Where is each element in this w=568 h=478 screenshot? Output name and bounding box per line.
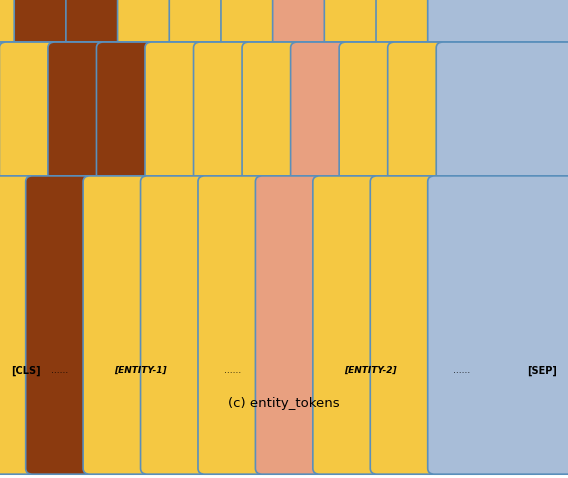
Text: Entity 2: Entity 2 — [385, 232, 425, 242]
Text: ......: ...... — [475, 232, 492, 241]
FancyBboxPatch shape — [26, 176, 255, 474]
FancyBboxPatch shape — [0, 176, 140, 474]
FancyBboxPatch shape — [48, 42, 277, 340]
Text: ......: ...... — [453, 366, 471, 375]
Text: ......: ...... — [36, 232, 53, 241]
FancyBboxPatch shape — [0, 42, 229, 340]
Text: [E2]: [E2] — [300, 232, 322, 242]
FancyBboxPatch shape — [428, 176, 568, 474]
FancyBboxPatch shape — [97, 42, 326, 340]
FancyBboxPatch shape — [140, 176, 370, 474]
Text: [SEP]: [SEP] — [528, 366, 557, 376]
Text: (b) entity_markers: (b) entity_markers — [223, 263, 345, 276]
Text: [CLS]: [CLS] — [11, 366, 40, 376]
FancyBboxPatch shape — [0, 42, 180, 340]
FancyBboxPatch shape — [324, 0, 554, 206]
FancyBboxPatch shape — [256, 176, 485, 474]
FancyBboxPatch shape — [221, 0, 450, 206]
Text: [ENTITY-2]: [ENTITY-2] — [344, 366, 396, 375]
FancyBboxPatch shape — [242, 42, 471, 340]
FancyBboxPatch shape — [339, 42, 568, 340]
FancyBboxPatch shape — [169, 0, 399, 206]
FancyBboxPatch shape — [145, 42, 374, 340]
FancyBboxPatch shape — [0, 42, 132, 340]
FancyBboxPatch shape — [0, 176, 198, 474]
Text: ......: ...... — [224, 366, 241, 375]
Text: (c) entity_tokens: (c) entity_tokens — [228, 397, 340, 410]
Text: ......: ...... — [51, 366, 69, 375]
FancyBboxPatch shape — [273, 0, 502, 206]
Text: Entity 1: Entity 1 — [167, 232, 207, 242]
FancyBboxPatch shape — [194, 42, 423, 340]
FancyBboxPatch shape — [428, 0, 568, 206]
Text: Entity 2: Entity 2 — [367, 98, 407, 108]
FancyBboxPatch shape — [313, 176, 542, 474]
FancyBboxPatch shape — [83, 176, 312, 474]
FancyBboxPatch shape — [0, 0, 140, 206]
FancyBboxPatch shape — [388, 42, 568, 340]
FancyBboxPatch shape — [198, 176, 428, 474]
FancyBboxPatch shape — [14, 0, 244, 206]
Text: ......: ...... — [281, 232, 298, 241]
Text: [/E2]: [/E2] — [441, 232, 467, 242]
Text: [CLS]: [CLS] — [11, 98, 40, 108]
Text: Entity 1: Entity 1 — [135, 98, 175, 108]
FancyBboxPatch shape — [291, 42, 520, 340]
Text: [CLS]: [CLS] — [2, 232, 32, 242]
FancyBboxPatch shape — [370, 176, 568, 474]
Text: (a)  standard input: (a) standard input — [222, 129, 346, 142]
FancyBboxPatch shape — [66, 0, 295, 206]
Text: [E1]: [E1] — [103, 232, 126, 242]
FancyBboxPatch shape — [0, 0, 192, 206]
Text: ......: ...... — [459, 98, 477, 107]
FancyBboxPatch shape — [118, 0, 347, 206]
FancyBboxPatch shape — [436, 42, 568, 340]
Text: ......: ...... — [45, 98, 63, 107]
Text: [SEP]: [SEP] — [528, 98, 557, 108]
Text: [ENTITY-1]: [ENTITY-1] — [114, 366, 167, 375]
Text: ......: ...... — [244, 98, 261, 107]
FancyBboxPatch shape — [376, 0, 568, 206]
Text: [SEP]: [SEP] — [536, 232, 566, 242]
Text: [/E1]: [/E1] — [247, 232, 273, 242]
